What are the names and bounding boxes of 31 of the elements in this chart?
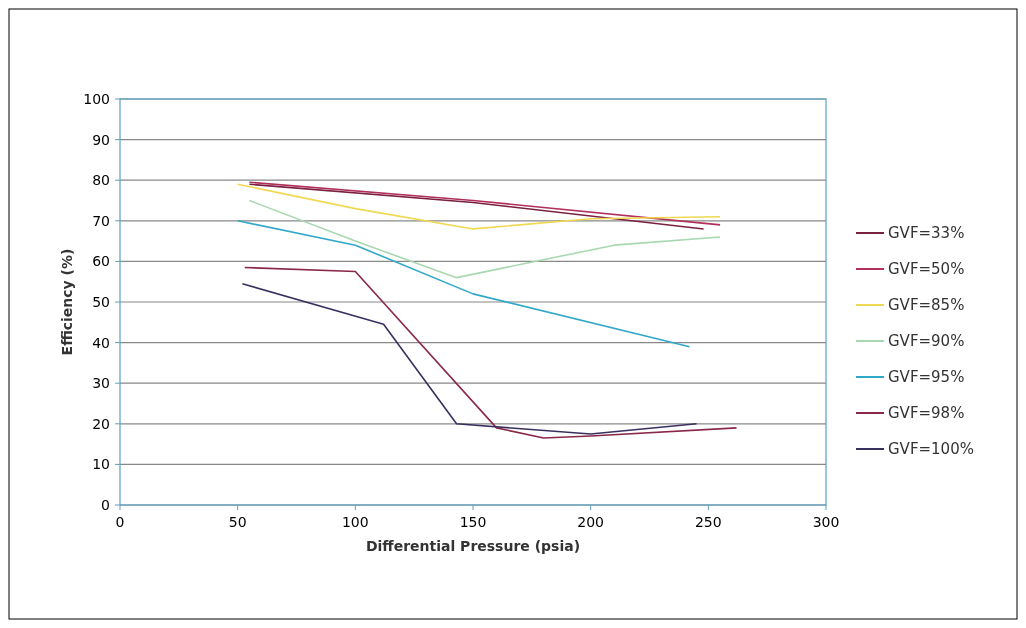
x-tick-label: 300 (812, 514, 840, 530)
x-tick-label: 250 (694, 514, 722, 530)
y-tick-label: 0 (101, 496, 110, 513)
legend-label: GVF=90% (888, 332, 965, 351)
y-tick-label: 70 (92, 212, 110, 229)
x-tick-label: 150 (459, 514, 487, 530)
y-tick-label: 40 (92, 334, 110, 351)
y-tick-label: 60 (92, 253, 110, 270)
y-tick-label: 100 (83, 90, 110, 107)
x-axis-title: Differential Pressure (psia) (365, 538, 581, 554)
legend-label: GVF=100% (888, 440, 974, 459)
y-tick-label: 30 (92, 375, 110, 392)
x-tick-label: 0 (115, 514, 125, 530)
line-series (248, 199, 721, 279)
legend-label: GVF=50% (888, 260, 965, 279)
legend-label: GVF=98% (888, 404, 965, 423)
line-series (241, 282, 698, 435)
line-series (236, 220, 691, 348)
legend-label: GVF=85% (888, 296, 965, 315)
legend-label: GVF=33% (888, 224, 965, 243)
y-tick-label: 20 (92, 415, 110, 432)
x-tick-label: 200 (577, 514, 605, 530)
x-tick-label: 100 (341, 514, 369, 530)
y-tick-label: 90 (92, 131, 110, 148)
legend-label: GVF=95% (888, 368, 965, 387)
y-tick-label: 10 (92, 456, 110, 473)
y-axis-title: Efficiency (%) (59, 248, 75, 356)
y-tick-label: 50 (92, 293, 110, 310)
line-series (243, 266, 738, 439)
y-tick-label: 80 (92, 172, 110, 189)
x-tick-label: 50 (228, 514, 247, 530)
